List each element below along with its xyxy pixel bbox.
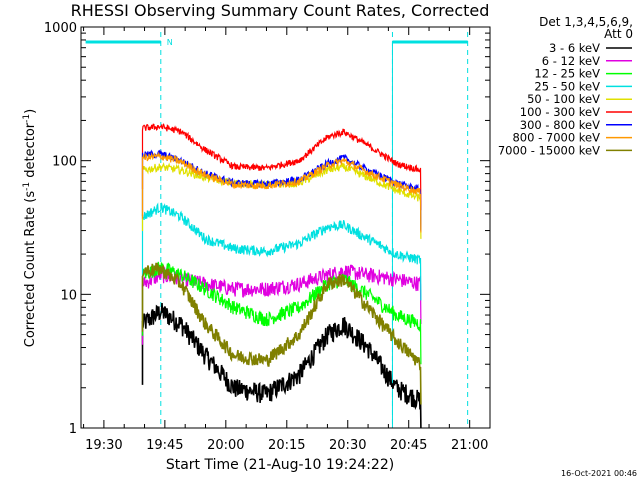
x-tick-label: 21:00 xyxy=(451,438,488,453)
legend-item: 3 - 6 keV xyxy=(549,41,632,55)
series-line-9 xyxy=(141,262,422,405)
legend-item: 25 - 50 keV xyxy=(534,79,632,93)
x-tick-label: 20:30 xyxy=(329,438,366,453)
legend-label: 12 - 25 keV xyxy=(534,67,600,81)
chart-title: RHESSI Observing Summary Count Rates, Co… xyxy=(71,1,490,20)
legend-item: 12 - 25 keV xyxy=(534,67,632,81)
axes: 19:30 19:45 20:00 20:15 20:30 20:45 21:00 1 10 10… xyxy=(44,21,491,453)
legend-label: 300 - 800 keV xyxy=(520,118,600,132)
series-line-4 xyxy=(141,202,422,301)
legend-item: 800 - 7000 keV xyxy=(512,131,632,145)
x-tick-label: 19:45 xyxy=(146,438,183,453)
legend-label: 25 - 50 keV xyxy=(534,79,600,93)
y-axis-label: Corrected Count Rate (s-1 detector-1) xyxy=(22,109,38,347)
x-axis-label: Start Time (21-Aug-10 19:24:22) xyxy=(166,457,394,473)
generation-timestamp: 16-Oct-2021 00:46 xyxy=(561,469,637,478)
legend-header-attenuator: Att 0 xyxy=(604,27,633,41)
night-marker-label: N xyxy=(167,38,173,47)
x-tick-label: 20:45 xyxy=(390,438,427,453)
legend-item: 300 - 800 keV xyxy=(520,118,632,132)
y-tick-label: 100 xyxy=(52,155,77,170)
legend-label: 6 - 12 keV xyxy=(542,54,600,68)
series-line-8 xyxy=(141,151,422,233)
legend-label: 100 - 300 keV xyxy=(520,105,600,119)
legend-item: 6 - 12 keV xyxy=(542,54,632,68)
series-line-1 xyxy=(141,302,422,429)
y-tick-label: 1 xyxy=(69,422,77,437)
legend-header-detectors: Det 1,3,4,5,6,9, xyxy=(539,15,633,29)
legend-item: 7000 - 15000 keV xyxy=(498,143,632,157)
x-tick-label: 20:15 xyxy=(268,438,305,453)
y-tick-label: 1000 xyxy=(44,21,77,36)
legend-label: 3 - 6 keV xyxy=(549,41,600,55)
x-tick-label: 19:30 xyxy=(85,438,122,453)
series-line-6 xyxy=(141,123,422,211)
plot-area: N xyxy=(85,32,469,429)
y-tick-label: 10 xyxy=(60,288,77,303)
legend-label: 7000 - 15000 keV xyxy=(498,143,600,157)
legend-item: 100 - 300 keV xyxy=(520,105,632,119)
plot-frame xyxy=(80,26,491,429)
legend-item: 50 - 100 keV xyxy=(527,92,632,106)
series-line-3 xyxy=(141,261,422,365)
legend-label: 800 - 7000 keV xyxy=(512,131,600,145)
legend-label: 50 - 100 keV xyxy=(527,92,600,106)
x-tick-label: 20:00 xyxy=(207,438,244,453)
